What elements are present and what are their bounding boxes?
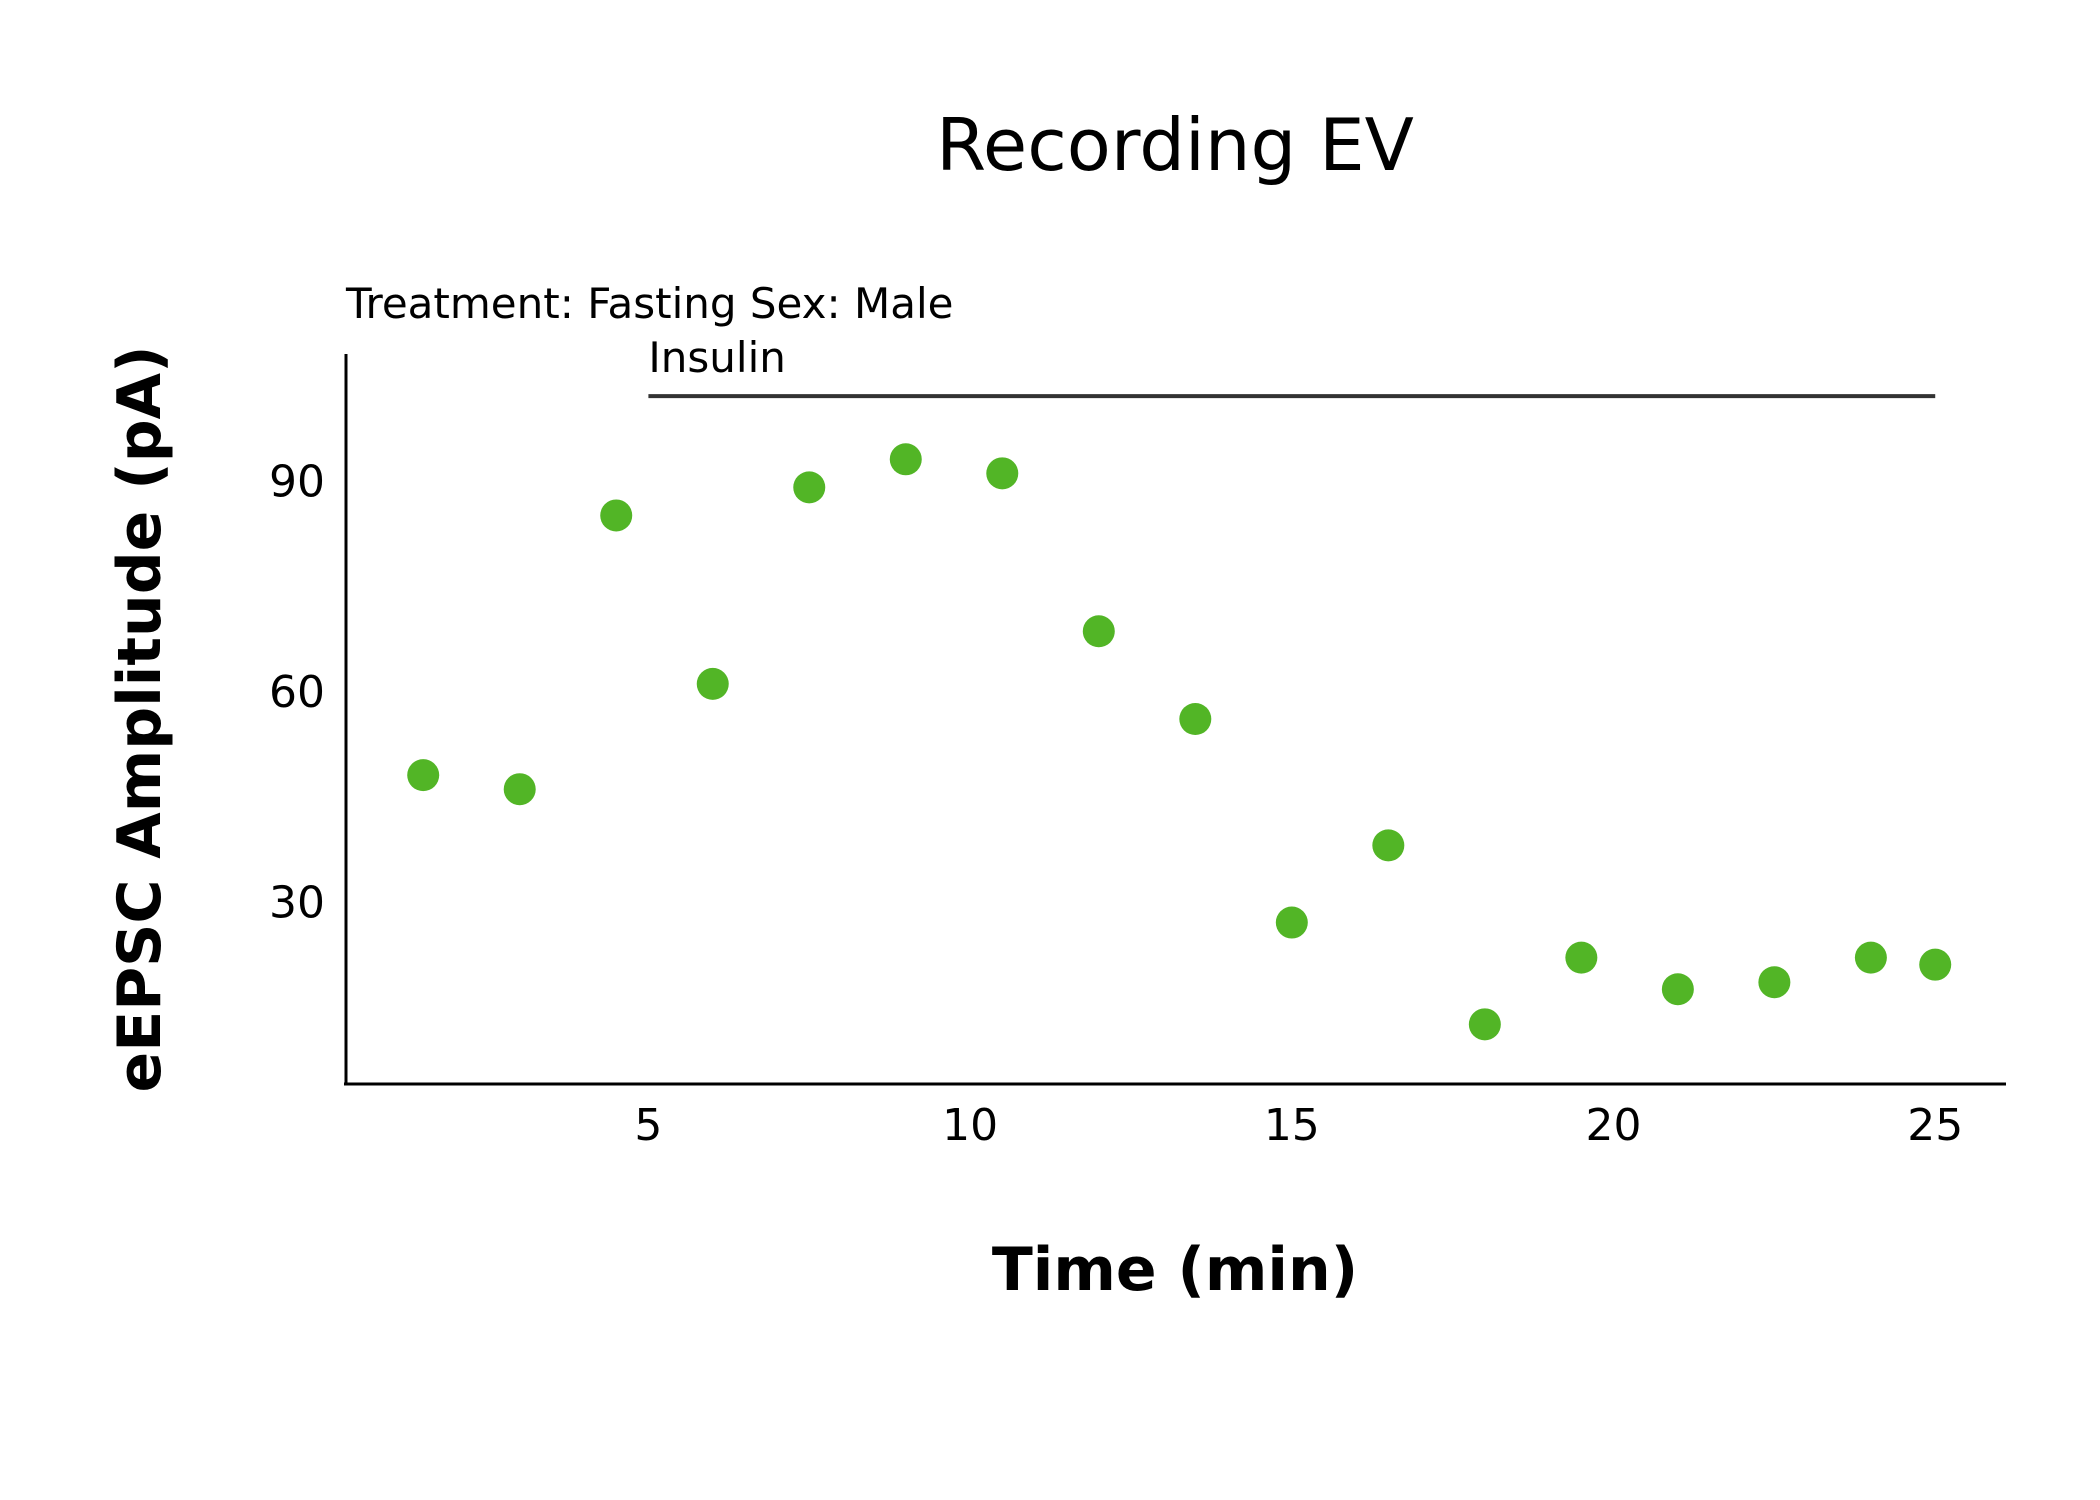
y-tick-label: 60 — [269, 667, 325, 718]
data-point — [1919, 948, 1952, 981]
data-point — [1372, 829, 1405, 862]
data-point — [1082, 615, 1115, 648]
x-axis-title: Time (min) — [992, 1235, 1358, 1305]
x-tick-label: 25 — [1907, 1100, 1963, 1151]
data-point — [503, 773, 536, 806]
chart-title: Recording EV — [936, 103, 1414, 187]
data-point — [1854, 941, 1887, 974]
data-point — [1565, 941, 1598, 974]
y-tick-label: 90 — [269, 456, 325, 507]
data-point — [600, 499, 633, 532]
x-tick-label: 10 — [942, 1100, 998, 1151]
data-point — [1179, 703, 1212, 735]
data-points — [407, 443, 1952, 1041]
x-tick-label: 20 — [1586, 1100, 1642, 1151]
data-point — [1468, 1008, 1501, 1041]
chart-subtitle: Treatment: Fasting Sex: Male — [345, 279, 954, 328]
x-tick-label: 5 — [634, 1100, 662, 1151]
data-point — [407, 759, 440, 792]
x-tick-labels: 5 10 15 20 25 — [634, 1100, 1963, 1151]
insulin-annotation: Insulin — [648, 333, 1936, 399]
x-tick-label: 15 — [1264, 1100, 1320, 1151]
data-point — [793, 471, 826, 504]
data-point — [696, 667, 729, 700]
insulin-label: Insulin — [648, 333, 785, 382]
y-axis-title: eEPSC Amplitude (pA) — [105, 346, 175, 1093]
y-tick-labels: 30 60 90 — [269, 456, 325, 928]
data-point — [986, 457, 1019, 490]
data-point — [1275, 906, 1308, 939]
data-point — [1758, 966, 1791, 999]
data-point — [1661, 973, 1694, 1006]
data-point — [889, 443, 922, 476]
y-tick-label: 30 — [269, 878, 325, 929]
